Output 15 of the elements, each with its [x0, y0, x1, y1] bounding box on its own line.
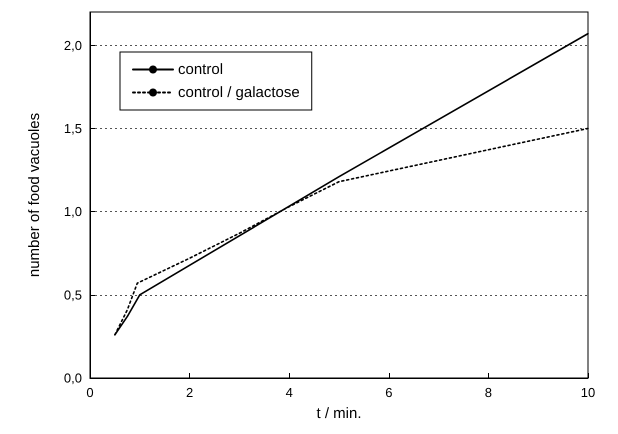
x-tick-label: 0 — [86, 385, 94, 400]
x-tick-label: 10 — [580, 385, 596, 400]
legend-label: control — [178, 61, 224, 78]
y-tick-label: 0,5 — [64, 287, 82, 302]
x-tick-label: 8 — [484, 385, 492, 400]
y-tick-label: 0,0 — [64, 370, 82, 386]
y-tick-label: 1,0 — [64, 204, 82, 220]
legend-label: control / galactose — [178, 84, 300, 101]
y-tick-label: 1,5 — [64, 120, 82, 136]
x-tick-label: 4 — [286, 385, 293, 400]
y-tick-label: 2,0 — [64, 38, 82, 53]
x-tick-label: 2 — [186, 385, 194, 400]
y-axis-title: number of food vacuoles — [26, 112, 43, 278]
x-tick-label: 6 — [385, 385, 392, 400]
x-axis-title: t / min. — [316, 405, 362, 422]
